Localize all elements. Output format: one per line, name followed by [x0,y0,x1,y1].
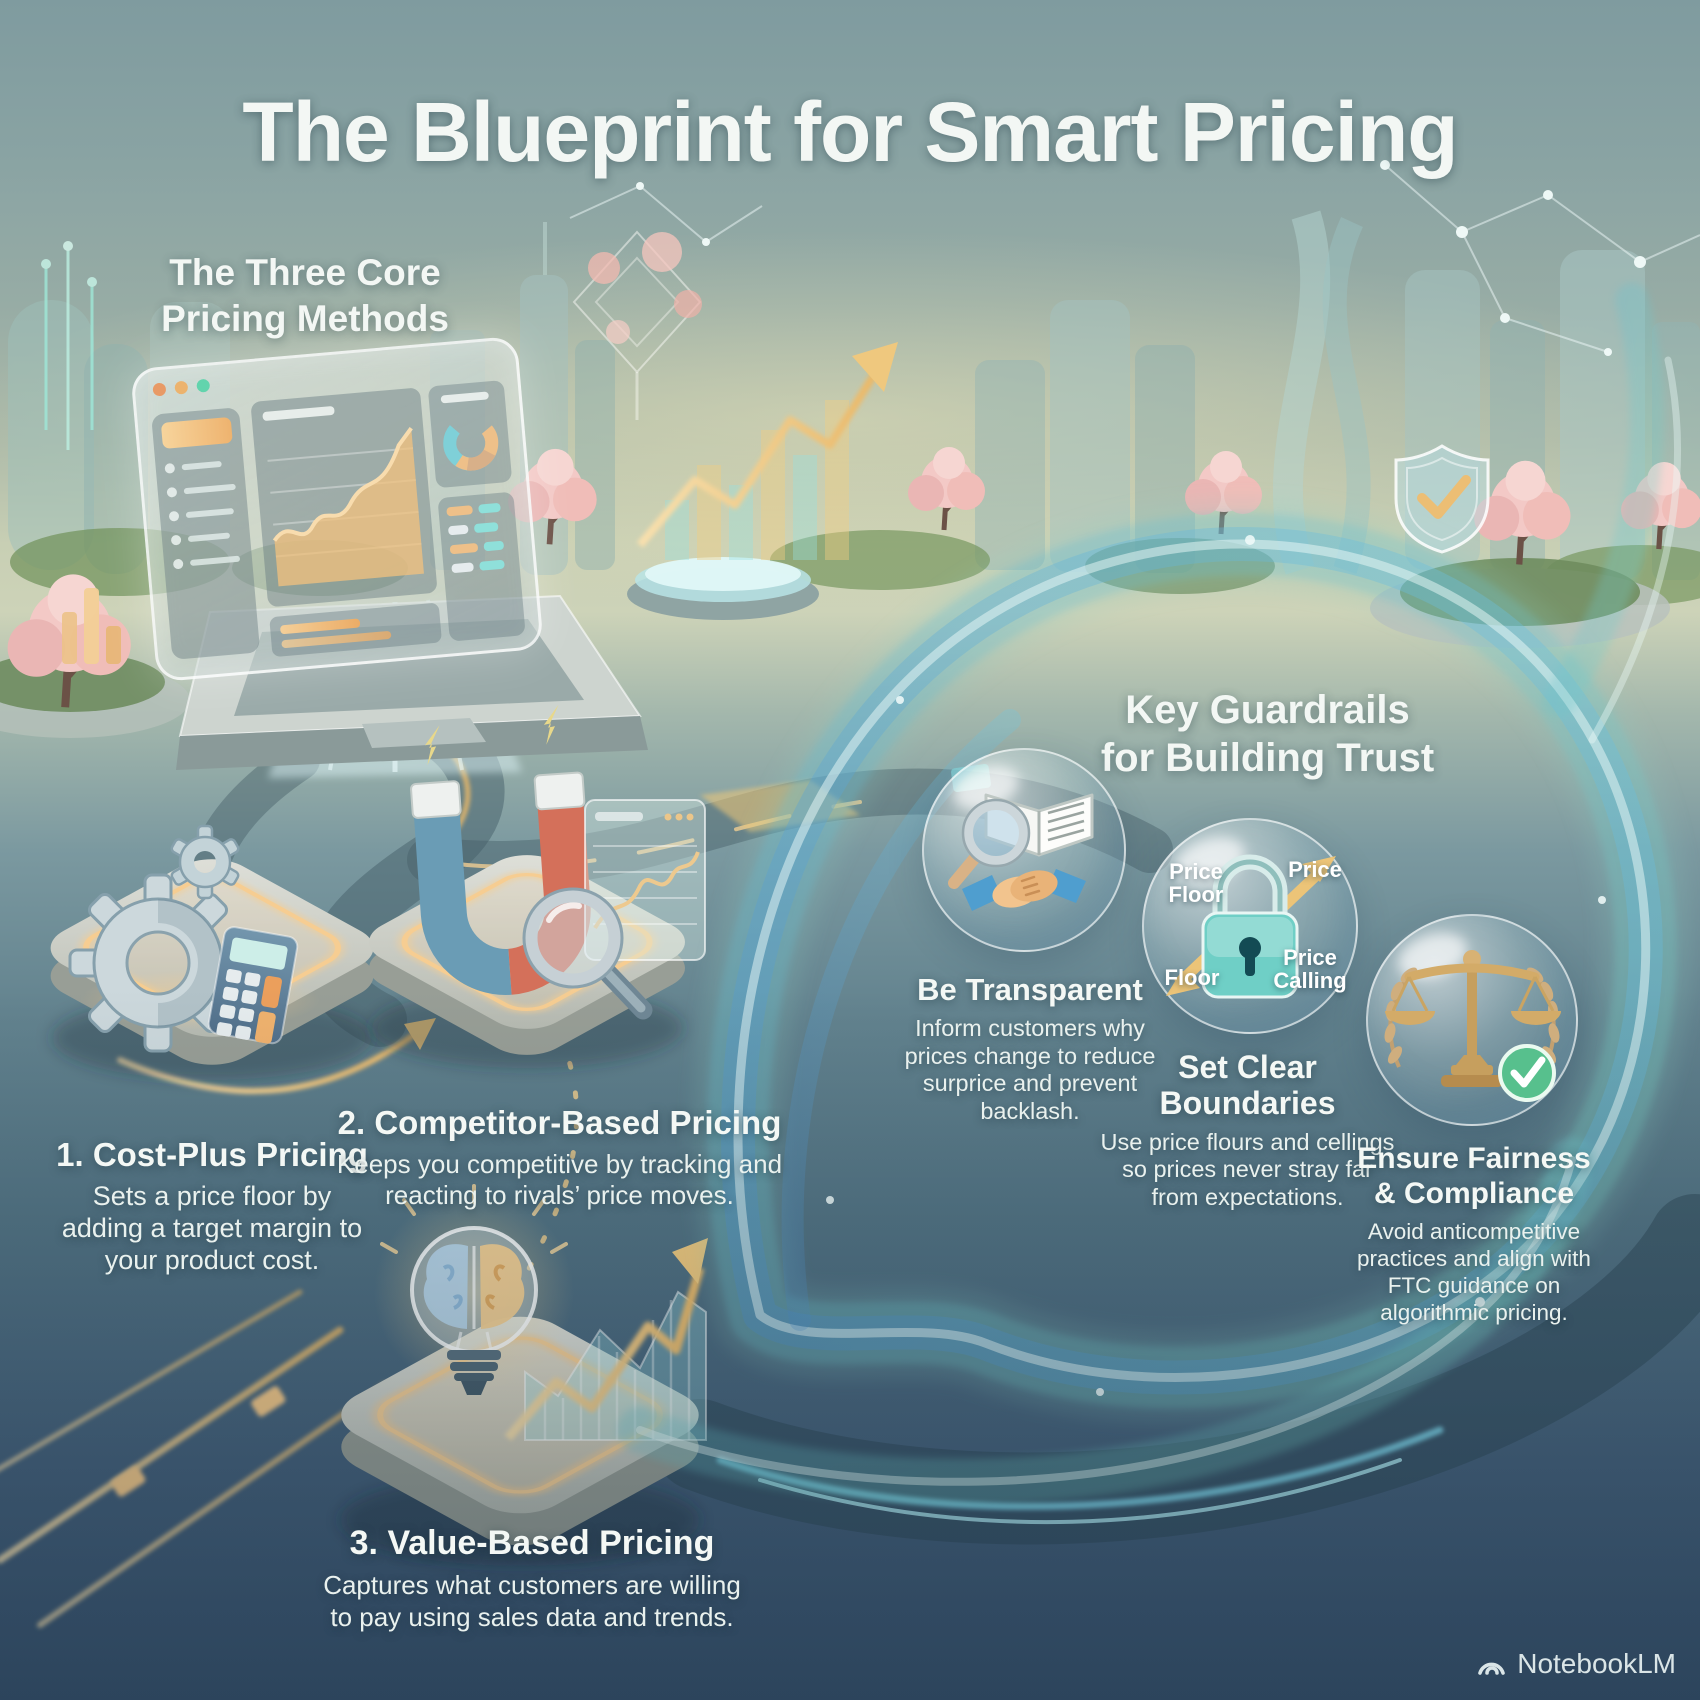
bubble-transparency [922,748,1126,952]
monitor-dashboard [130,335,544,683]
sidebar-row [168,506,240,522]
data-ribbon [617,283,1692,1505]
guardrail-transparency-title: Be Transparent [917,972,1143,1007]
dashboard-donut-panel [427,380,513,489]
sidebar-row [172,553,244,570]
method-cost-plus-body: Sets a price floor by adding a target ma… [61,1181,363,1275]
window-dot [152,382,167,397]
dashboard-table-panel [437,491,526,642]
methods-heading: The Three Core Pricing Methods [110,250,500,343]
guardrail-boundaries-body: Use price flours and cellings so prices … [1100,1128,1395,1211]
window-dot [196,378,211,393]
table-row [446,502,507,517]
lightbulb-icon [374,1184,574,1395]
method-value-based-body: Captures what customers are willing to p… [323,1570,741,1632]
watermark-text: NotebookLM [1517,1648,1676,1679]
sidebar-header-pill [160,416,233,449]
dashboard-sidebar [151,407,261,660]
guardrail-boundaries-title-line1: Set Clear [1178,1049,1317,1085]
method-competitor-title: 2. Competitor-Based Pricing [337,1104,782,1141]
guardrail-fairness-title-line1: Ensure Fairness [1357,1142,1591,1175]
dashboard-footer-panel [269,602,443,658]
mini-bar-chart [62,588,121,664]
footer-pill [281,630,392,649]
lock-icon [1201,854,1299,999]
magnet-icon [410,704,591,995]
guardrails-heading: Key Guardrails for Building Trust [1035,686,1500,782]
sidebar-row [164,458,235,474]
method-value-based-title: 3. Value-Based Pricing [349,1524,715,1562]
method-cost-plus: 1. Cost-Plus Pricing Sets a price floor … [52,1136,372,1277]
page-title: The Blueprint for Smart Pricing [242,85,1458,179]
guardrail-boundaries: Set Clear Boundaries Use price flours an… [1100,1049,1395,1212]
sidebar-row [166,482,238,498]
label-price-calling: Price Calling [1273,945,1347,994]
calculator-icon [207,926,299,1045]
magnifier-icon [522,887,653,1020]
table-row [447,521,509,536]
table-row [451,559,512,574]
window-dot [174,380,189,395]
network-constellation [569,160,1700,356]
watermark: NotebookLM [1476,1648,1676,1680]
guardrail-fairness-title: Ensure Fairness & Compliance [1340,1142,1608,1211]
notebooklm-logo-icon [1478,1662,1506,1675]
window-dots [152,378,211,397]
digital-light-stems [41,241,97,450]
method-competitor: 2. Competitor-Based Pricing Keeps you co… [322,1104,797,1211]
donut-chart [443,415,499,471]
scales-icon [1385,950,1561,1087]
label-price-floor-top: Price Floor [1168,859,1224,908]
guardrail-boundaries-title-line2: Boundaries [1159,1084,1336,1121]
guardrail-fairness: Ensure Fairness & Compliance Avoid antic… [1340,1142,1608,1326]
check-badge-icon [1498,1044,1556,1102]
guardrail-fairness-title-line2: & Compliance [1373,1176,1575,1210]
sidebar-row [170,529,242,546]
methods-heading-line1: The Three Core [169,252,441,293]
growth-chart [627,342,898,620]
label-floor-bottom: Floor [1164,965,1220,990]
up-arrow-icon [1280,856,1336,910]
bubble-boundaries [1142,818,1358,1034]
guardrail-transparency-body: Inform customers why prices change to re… [904,1015,1156,1125]
handshake-icon [962,869,1086,911]
value-growth-chart [504,1238,708,1441]
guardrail-fairness-body: Avoid anticompetitive practices and alig… [1357,1219,1591,1325]
geometric-tree [572,230,702,420]
price-bounds-icon [1166,854,1336,999]
table-row [449,540,511,555]
fairness-icons [1384,950,1561,1102]
magnifier-small-icon [948,798,1031,889]
footer-pill [279,618,361,635]
guardrails-heading-line2: for Building Trust [1100,736,1435,780]
guardrail-transparency: Be Transparent Inform customers why pric… [885,972,1175,1126]
guardrail-boundaries-title: Set Clear Boundaries [1100,1049,1395,1122]
guardrails-heading-line1: Key Guardrails [1125,688,1410,732]
area-chart [267,427,424,587]
label-price-top: Price [1288,857,1342,882]
transparency-icons [948,793,1094,911]
method-cost-plus-title: 1. Cost-Plus Pricing [56,1136,368,1173]
methods-heading-line2: Pricing Methods [161,298,449,340]
dashboard-area-chart [250,387,438,608]
method-value-based: 3. Value-Based Pricing Captures what cus… [322,1524,742,1633]
bubble-fairness [1366,914,1578,1126]
method-competitor-body: Keeps you competitive by tracking and re… [336,1149,783,1211]
shield-icon [1394,444,1490,554]
